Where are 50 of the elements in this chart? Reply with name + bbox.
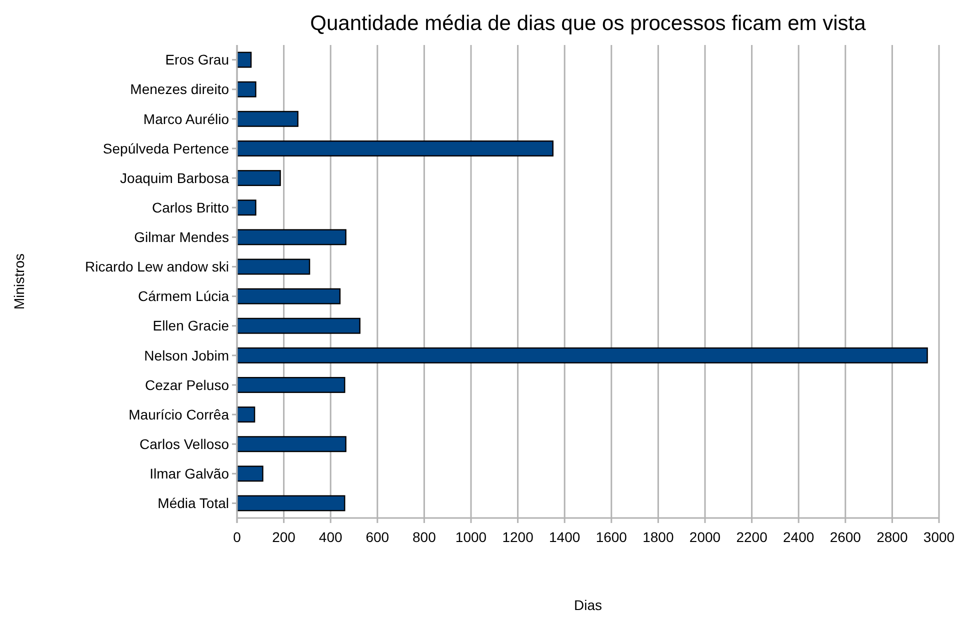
bar <box>236 81 256 98</box>
y-tick-label: Nelson Jobim <box>144 347 229 364</box>
bar <box>236 347 928 364</box>
x-tick-label: 1400 <box>549 529 580 545</box>
x-tick-label: 2000 <box>689 529 721 545</box>
x-tick-label: 2800 <box>876 529 908 545</box>
bar <box>236 110 298 127</box>
bar <box>236 200 256 216</box>
y-tick-label: Carlos Britto <box>152 199 230 216</box>
y-axis-title: Ministros <box>11 253 27 310</box>
x-tick-label: 2200 <box>736 529 768 545</box>
bar <box>236 288 341 304</box>
chart-title: Quantidade média de dias que os processos ficam em vista <box>310 12 866 35</box>
y-tick-label: Carlos Velloso <box>140 436 230 452</box>
bar <box>236 318 360 334</box>
x-tick-label: 800 <box>412 529 436 545</box>
bar <box>236 466 264 482</box>
y-tick-label: Menezes direito <box>130 81 230 98</box>
x-tick-label: 0 <box>233 529 242 545</box>
bar <box>236 140 554 156</box>
bar <box>236 495 346 512</box>
y-tick-label: Maurício Corrêa <box>128 406 230 422</box>
y-tick-label: Sepúlveda Pertence <box>102 140 230 156</box>
y-tick-label: Ricardo Lew andow ski <box>85 258 229 275</box>
x-tick-label: 3000 <box>923 529 955 545</box>
x-tick-label: 200 <box>272 529 296 545</box>
y-tick-label: Gilmar Mendes <box>134 229 229 246</box>
x-tick-label: 1200 <box>502 529 534 545</box>
x-tick-label: 600 <box>366 529 390 545</box>
x-tick-label: 400 <box>318 529 342 545</box>
bar <box>236 229 346 246</box>
y-tick-label: Ellen Gracie <box>152 318 230 334</box>
bar <box>236 170 281 186</box>
bar <box>236 406 256 423</box>
x-tick-label: 2400 <box>783 529 814 545</box>
x-tick-label: 1800 <box>642 529 674 545</box>
bar <box>236 376 346 393</box>
y-tick-label: Média Total <box>158 495 229 512</box>
x-tick-label: 2600 <box>830 529 862 545</box>
y-tick-label: Cármem Lúcia <box>138 288 230 304</box>
y-tick-label: Ilmar Galvão <box>150 466 230 482</box>
x-tick-label: 1000 <box>455 529 487 545</box>
y-tick-label: Cezar Peluso <box>144 376 230 393</box>
y-tick-label: Marco Aurélio <box>143 110 230 127</box>
y-tick-label: Eros Grau <box>165 52 229 68</box>
bar <box>236 436 346 452</box>
x-axis-title: Dias <box>574 597 602 613</box>
y-tick-label: Joaquim Barbosa <box>120 170 230 186</box>
bar <box>236 258 310 275</box>
x-tick-label: 1600 <box>596 529 628 545</box>
